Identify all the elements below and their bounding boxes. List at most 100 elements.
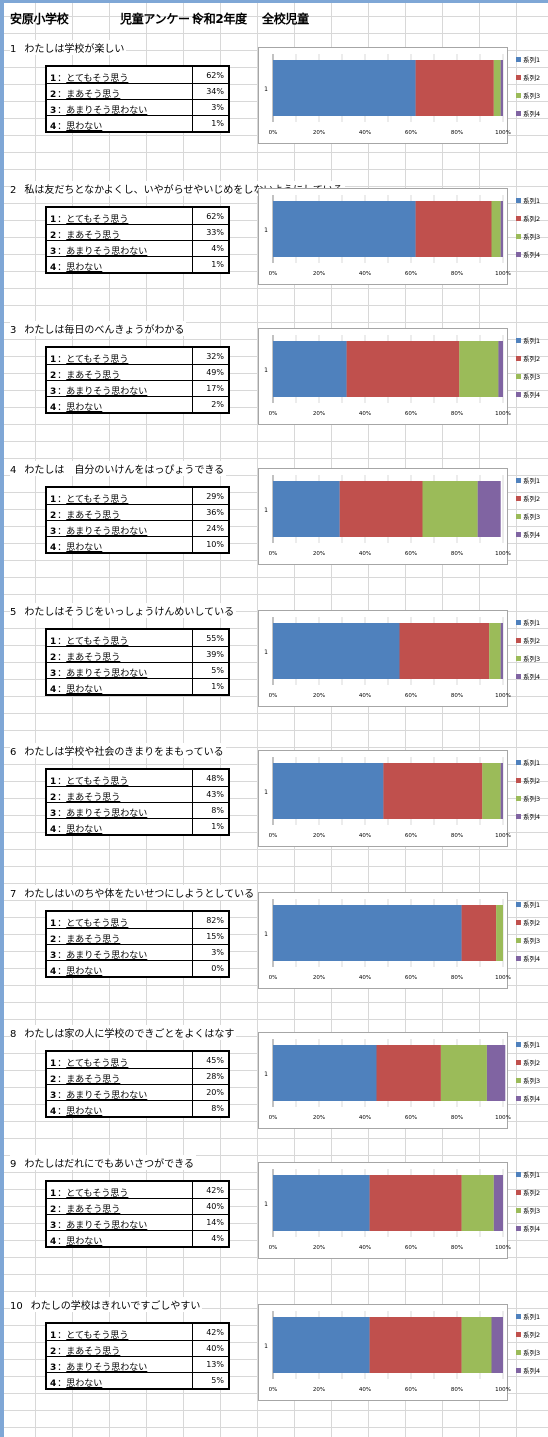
answer-percent: 42% (206, 1328, 224, 1337)
answer-percent: 5% (211, 666, 224, 675)
stacked-bar-chart: 1 0% 20% 40% 60% 80% 100% 系列1 系列2 系列3 系列4 (258, 750, 548, 848)
category-label: 1 (264, 1343, 268, 1350)
cell-divider (192, 256, 193, 272)
legend-label: 系列1 (523, 618, 540, 627)
option-separator: ： (57, 1091, 67, 1101)
legend-swatch (516, 1314, 521, 1319)
option-number: 4 (50, 263, 57, 273)
cell-divider (192, 504, 193, 520)
answer-row: 1：とてもそう思う 42% (47, 1182, 228, 1199)
legend-label: 系列1 (523, 336, 540, 345)
option-label: あまりそう思わない (66, 387, 148, 397)
option-label: まあそう思う (66, 1075, 121, 1085)
option-number: 2 (50, 1075, 57, 1085)
option-number: 2 (50, 511, 57, 521)
x-tick-label: 20% (313, 1245, 325, 1251)
bar-segment-系列3 (459, 341, 499, 397)
answer-option: 1：とてもそう思う (50, 1186, 128, 1199)
x-tick-label: 80% (451, 130, 463, 136)
cell-divider (192, 488, 193, 504)
option-separator: ： (57, 543, 67, 553)
question-number: 4 (10, 465, 17, 476)
option-number: 4 (50, 1237, 57, 1247)
answer-row: 4：思わない 1% (47, 115, 228, 132)
cell-divider (192, 1372, 193, 1388)
legend-swatch (516, 796, 521, 801)
option-separator: ： (57, 387, 67, 397)
answer-percent: 15% (206, 932, 224, 941)
cell-divider (192, 1324, 193, 1340)
legend-label: 系列2 (523, 1330, 540, 1339)
cell-divider (192, 67, 193, 83)
stacked-bar-chart: 1 0% 20% 40% 60% 80% 100% 系列1 系列2 系列3 系列4 (258, 1162, 548, 1260)
option-separator: ： (57, 1107, 67, 1117)
answer-percent: 1% (211, 119, 224, 128)
legend-label: 系列4 (523, 812, 540, 821)
option-number: 4 (50, 1379, 57, 1389)
answer-percent: 43% (206, 790, 224, 799)
answer-option: 1：とてもそう思う (50, 1056, 128, 1069)
answer-option: 4：思わない (50, 1104, 102, 1117)
option-separator: ： (57, 122, 67, 132)
answer-row: 4：思わない 8% (47, 1100, 228, 1117)
question-number: 9 (10, 1159, 17, 1170)
option-separator: ： (57, 637, 67, 647)
legend-label: 系列3 (523, 936, 540, 945)
x-tick-label: 60% (405, 1245, 417, 1251)
answer-percent: 3% (211, 948, 224, 957)
option-label: あまりそう思わない (66, 1091, 148, 1101)
cell-divider (192, 1356, 193, 1372)
option-label: とてもそう思う (66, 74, 129, 84)
legend-swatch (516, 1332, 521, 1337)
legend-swatch (516, 1368, 521, 1373)
option-number: 2 (50, 231, 57, 241)
option-number: 2 (50, 371, 57, 381)
option-separator: ： (57, 967, 67, 977)
answer-row: 3：あまりそう思わない 5% (47, 662, 228, 679)
answer-row: 3：あまりそう思わない 14% (47, 1214, 228, 1231)
question-number: 7 (10, 889, 17, 900)
answer-percent: 14% (206, 1218, 224, 1227)
x-tick-label: 20% (313, 975, 325, 981)
option-label: あまりそう思わない (66, 247, 148, 257)
option-label: とてもそう思う (66, 215, 129, 225)
bar-segment-系列1 (273, 60, 416, 116)
x-tick-label: 100% (495, 1387, 511, 1393)
option-label: とてもそう思う (66, 355, 129, 365)
legend-swatch (516, 234, 521, 239)
option-number: 3 (50, 951, 57, 961)
answer-percent: 3% (211, 103, 224, 112)
answer-table: 1：とてもそう思う 62% 2：まあそう思う 33% 3：あまりそう思わない 4% 4：思わ… (45, 206, 230, 274)
option-label: とてもそう思う (66, 637, 129, 647)
legend-label: 系列3 (523, 1206, 540, 1215)
answer-table: 1：とてもそう思う 62% 2：まあそう思う 34% 3：あまりそう思わない 3% 4：思わ… (45, 65, 230, 133)
x-tick-label: 20% (313, 130, 325, 136)
legend-label: 系列1 (523, 1040, 540, 1049)
option-separator: ： (57, 1331, 67, 1341)
x-tick-label: 100% (495, 411, 511, 417)
cell-divider (192, 630, 193, 646)
legend-label: 系列4 (523, 1366, 540, 1375)
answer-option: 3：あまりそう思わない (50, 1088, 147, 1101)
chart-svg: 1 0% 20% 40% 60% 80% 100% 系列1 系列2 系列3 系列4 (258, 188, 540, 285)
cell-divider (192, 818, 193, 834)
question-text: 私は友だちとなかよくし、いやがらせやいじめをしないようにしている (24, 185, 343, 196)
answer-option: 1：とてもそう思う (50, 634, 128, 647)
option-label: とてもそう思う (66, 1331, 129, 1341)
option-number: 4 (50, 1107, 57, 1117)
option-separator: ： (57, 793, 67, 803)
bar-segment-系列2 (369, 1175, 462, 1231)
x-tick-label: 100% (495, 130, 511, 136)
answer-option: 3：あまりそう思わない (50, 384, 147, 397)
x-tick-label: 20% (313, 1387, 325, 1393)
question-text: わたしは学校が楽しい (24, 44, 125, 55)
option-label: まあそう思う (66, 935, 121, 945)
question-title: 7 わたしはいのちや体をたいせつにしようとしている (10, 885, 257, 900)
scope-label: 全校児童 (262, 12, 309, 26)
legend-swatch (516, 57, 521, 62)
x-tick-label: 80% (451, 271, 463, 277)
answer-row: 1：とてもそう思う 29% (47, 488, 228, 505)
option-label: あまりそう思わない (66, 527, 148, 537)
option-separator: ： (57, 247, 67, 257)
cell-divider (192, 380, 193, 396)
